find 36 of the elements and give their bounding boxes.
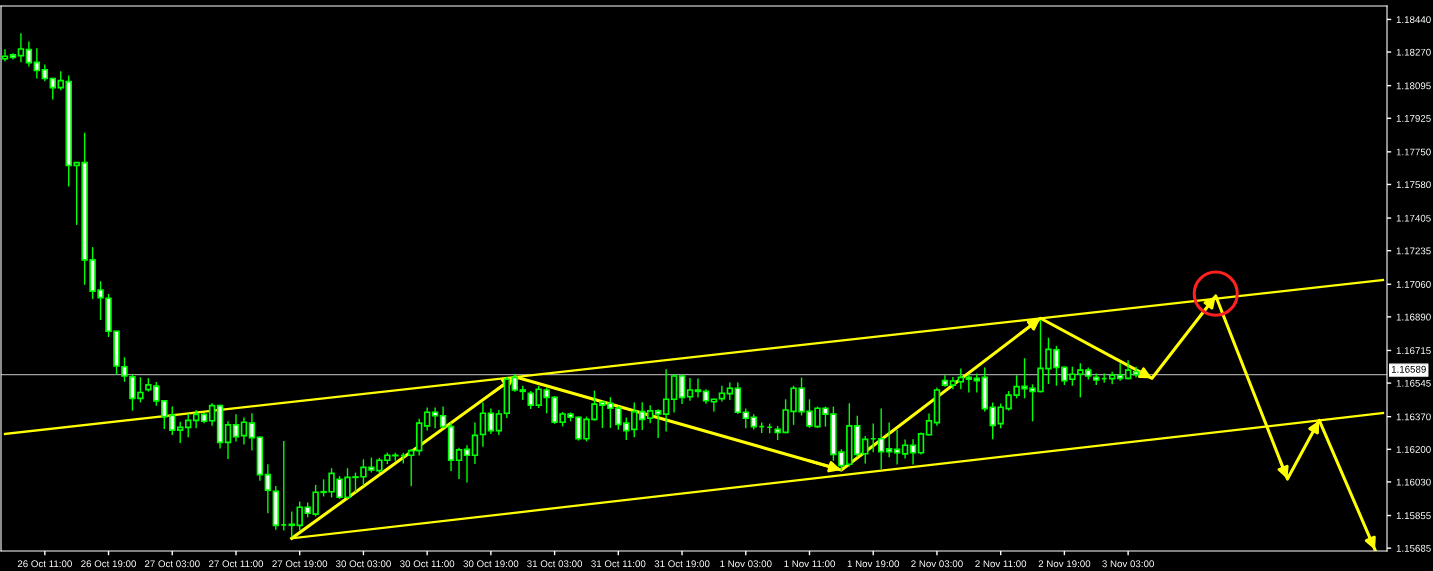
x-tick-label: 2 Nov 03:00: [911, 560, 963, 568]
y-tick-label: 1.16200: [1396, 446, 1431, 453]
x-tick-label: 31 Oct 03:00: [527, 560, 583, 568]
y-tick-label: 1.17235: [1396, 247, 1431, 255]
y-tick-label: 1.17405: [1396, 214, 1431, 222]
x-tick-label: 1 Nov 03:00: [720, 560, 772, 568]
x-tick-label: 1 Nov 19:00: [847, 560, 900, 568]
x-tick-label: 30 Oct 03:00: [335, 560, 391, 568]
x-tick-label: 26 Oct 11:00: [17, 560, 72, 568]
x-tick-label: 27 Oct 11:00: [209, 560, 264, 568]
x-tick-label: 2 Nov 19:00: [1038, 560, 1091, 568]
y-tick-label: 1.17060: [1396, 281, 1431, 288]
x-tick-label: 26 Oct 19:00: [81, 560, 136, 568]
x-tick-label: 1 Nov 11:00: [784, 560, 835, 568]
y-tick-label: 1.15855: [1396, 512, 1431, 520]
x-tick-label: 31 Oct 11:00: [591, 560, 646, 568]
y-tick-label: 1.16370: [1396, 413, 1431, 421]
x-tick-label: 3 Nov 03:00: [1102, 560, 1154, 568]
y-tick-label: 1.16715: [1396, 347, 1431, 355]
y-tick-label: 1.17750: [1396, 148, 1431, 156]
x-tick-label: 27 Oct 19:00: [272, 560, 328, 568]
y-tick-label: 1.16545: [1396, 379, 1431, 387]
y-tick-label: 1.18270: [1396, 48, 1431, 56]
x-tick-label: 31 Oct 19:00: [654, 560, 710, 568]
y-tick-label: 1.18440: [1396, 16, 1431, 24]
y-tick-label: 1.15685: [1396, 544, 1431, 552]
y-tick-label: 1.16890: [1396, 313, 1431, 321]
x-tick-label: 30 Oct 19:00: [463, 560, 519, 568]
y-tick-label: 1.17580: [1396, 181, 1431, 189]
x-tick-label: 2 Nov 11:00: [975, 560, 1027, 568]
y-tick-label: 1.18095: [1396, 82, 1431, 90]
y-tick-label: 1.16030: [1396, 478, 1431, 486]
x-tick-label: 30 Oct 11:00: [400, 560, 455, 568]
x-tick-label: 27 Oct 03:00: [144, 560, 200, 568]
ref-line-label: 1.16589: [1391, 365, 1426, 373]
y-tick-label: 1.17925: [1396, 115, 1431, 122]
